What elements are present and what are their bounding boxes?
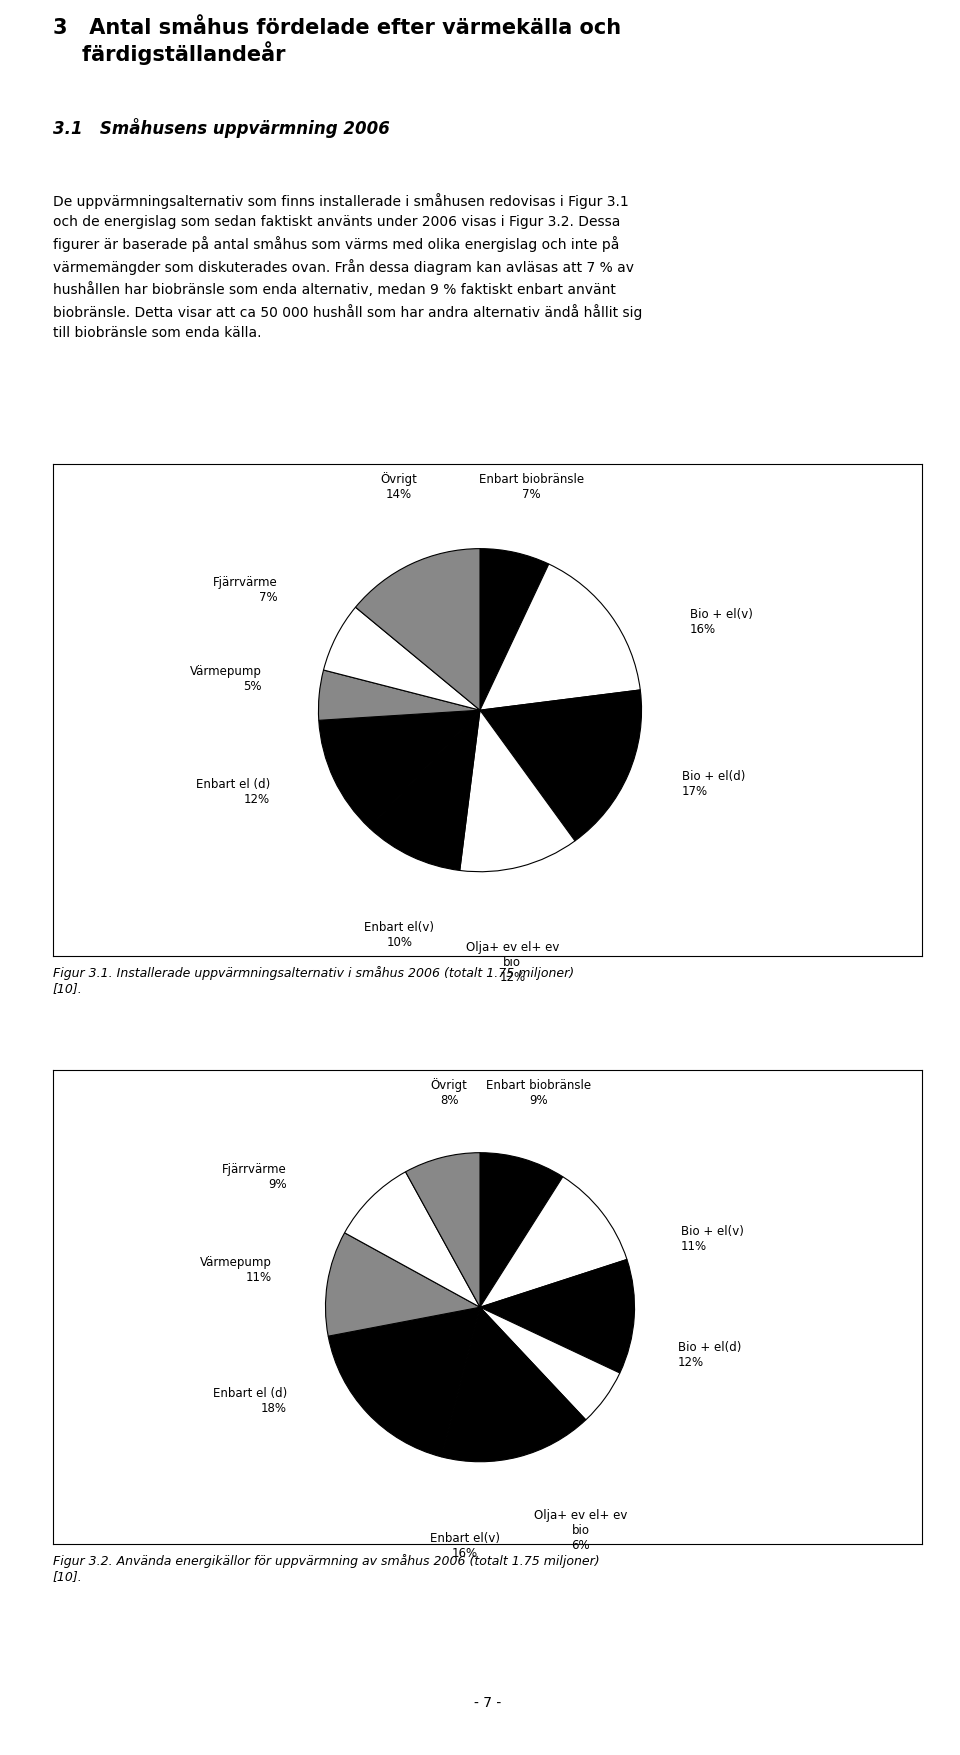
Wedge shape	[325, 1234, 480, 1336]
Wedge shape	[480, 565, 640, 711]
Text: Figur 3.2. Använda energikällor för uppvärmning av småhus 2006 (totalt 1.75 milj: Figur 3.2. Använda energikällor för uppv…	[53, 1553, 599, 1581]
Text: Värmepump
11%: Värmepump 11%	[200, 1255, 272, 1283]
Text: Enbart el(v)
10%: Enbart el(v) 10%	[364, 921, 434, 949]
Wedge shape	[480, 690, 641, 841]
Wedge shape	[319, 711, 480, 828]
Wedge shape	[480, 1260, 635, 1372]
Text: - 7 -: - 7 -	[473, 1695, 501, 1709]
Text: Övrigt
14%: Övrigt 14%	[381, 472, 418, 500]
Text: Figur 3.1. Installerade uppvärmningsalternativ i småhus 2006 (totalt 1.75 miljon: Figur 3.1. Installerade uppvärmningsalte…	[53, 965, 574, 993]
Text: Olja+ ev el+ ev
bio
12%: Olja+ ev el+ ev bio 12%	[466, 941, 559, 983]
Text: Värmepump
5%: Värmepump 5%	[190, 665, 262, 693]
Text: Fjärrvärme
9%: Fjärrvärme 9%	[222, 1162, 287, 1190]
Wedge shape	[370, 711, 480, 870]
Wedge shape	[405, 1153, 480, 1307]
Wedge shape	[319, 670, 480, 721]
Text: Bio + el(v)
16%: Bio + el(v) 16%	[690, 607, 753, 635]
Wedge shape	[345, 1172, 480, 1307]
Text: Enbart biobränsle
7%: Enbart biobränsle 7%	[479, 472, 585, 500]
Wedge shape	[480, 549, 549, 711]
Text: 3.1   Småhusens uppvärmning 2006: 3.1 Småhusens uppvärmning 2006	[53, 118, 390, 137]
Text: Bio + el(v)
11%: Bio + el(v) 11%	[681, 1223, 744, 1251]
Text: Enbart biobränsle
9%: Enbart biobränsle 9%	[486, 1079, 591, 1107]
Wedge shape	[460, 711, 575, 872]
Text: Bio + el(d)
12%: Bio + el(d) 12%	[678, 1339, 741, 1367]
Text: Övrigt
8%: Övrigt 8%	[431, 1078, 468, 1107]
Wedge shape	[442, 1307, 586, 1462]
Text: Bio + el(d)
17%: Bio + el(d) 17%	[682, 769, 745, 797]
Wedge shape	[355, 549, 480, 711]
Wedge shape	[480, 1307, 620, 1420]
Text: Enbart el (d)
18%: Enbart el (d) 18%	[212, 1386, 287, 1415]
Wedge shape	[324, 607, 480, 711]
Text: Enbart el(v)
16%: Enbart el(v) 16%	[429, 1532, 499, 1560]
Text: Enbart el (d)
12%: Enbart el (d) 12%	[196, 777, 270, 806]
Text: Fjärrvärme
7%: Fjärrvärme 7%	[213, 576, 278, 604]
Text: 3   Antal småhus fördelade efter värmekälla och
    färdigställandeår: 3 Antal småhus fördelade efter värmekäll…	[53, 18, 621, 65]
Wedge shape	[328, 1307, 480, 1457]
Wedge shape	[480, 1178, 627, 1307]
Text: De uppvärmningsalternativ som finns installerade i småhusen redovisas i Figur 3.: De uppvärmningsalternativ som finns inst…	[53, 193, 642, 340]
Text: Olja+ ev el+ ev
bio
6%: Olja+ ev el+ ev bio 6%	[534, 1508, 627, 1551]
Wedge shape	[480, 1153, 563, 1307]
